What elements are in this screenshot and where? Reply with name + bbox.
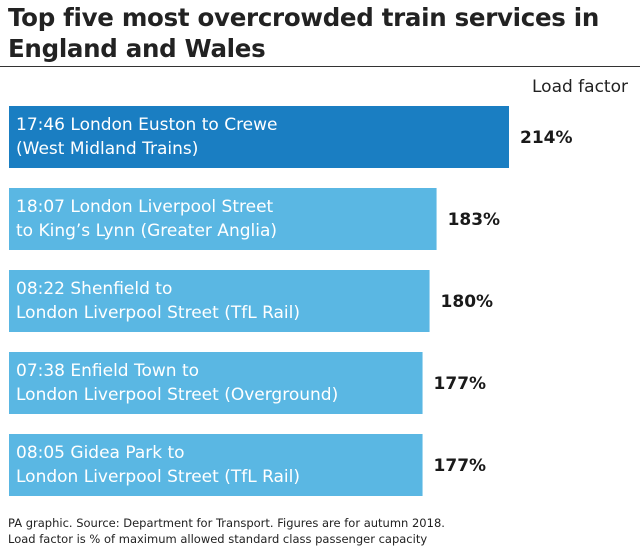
bar-3-label-line-2: London Liverpool Street (TfL Rail) xyxy=(16,303,300,323)
bar-1-label-line-2: (West Midland Trains) xyxy=(16,139,198,159)
bar-5-value-label: 177% xyxy=(434,456,487,476)
bar-chart: 17:46 London Euston to Crewe (West Midlan… xyxy=(9,106,573,496)
bar-5 xyxy=(9,434,423,496)
bar-2-label-line-1: 18:07 London Liverpool Street xyxy=(16,197,274,217)
title-divider xyxy=(0,66,640,67)
chart-title: Top five most overcrowded train services… xyxy=(8,3,600,63)
bar-4 xyxy=(9,352,423,414)
bar-1 xyxy=(9,106,509,168)
bar-2-value-label: 183% xyxy=(448,210,501,230)
bar-3 xyxy=(9,270,430,332)
load-factor-definition: Load factor is % of maximum allowed stan… xyxy=(8,531,428,546)
bar-3-value-label: 180% xyxy=(441,292,494,312)
bar-2-label-line-2: to King’s Lynn (Greater Anglia) xyxy=(16,221,277,241)
bar-5-label-line-1: 08:05 Gidea Park to xyxy=(16,443,185,463)
bar-1-value-label: 214% xyxy=(520,128,573,148)
source-note: PA graphic. Source: Department for Trans… xyxy=(8,516,445,530)
bar-4-label-line-1: 07:38 Enfield Town to xyxy=(16,361,199,381)
footer: PA graphic. Source: Department for Trans… xyxy=(8,516,633,547)
bar-3-label-line-1: 08:22 Shenfield to xyxy=(16,279,172,299)
bar-4-value-label: 177% xyxy=(434,374,487,394)
bar-5-label-line-2: London Liverpool Street (TfL Rail) xyxy=(16,467,300,487)
bar-2 xyxy=(9,188,437,250)
bar-4-label-line-2: London Liverpool Street (Overground) xyxy=(16,385,338,405)
load-factor-column-header: Load factor xyxy=(532,77,628,97)
bar-1-label-line-1: 17:46 London Euston to Crewe xyxy=(16,115,278,135)
